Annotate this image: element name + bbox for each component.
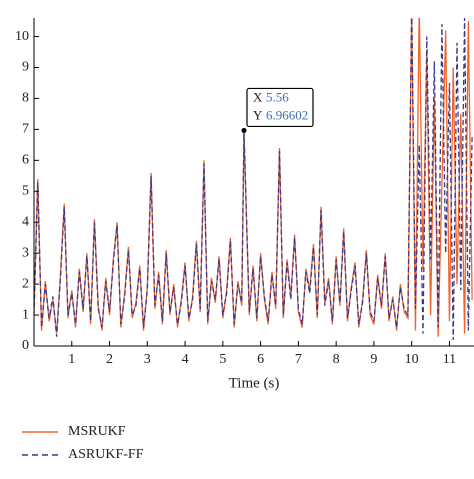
y-tick-label: 4 <box>22 214 29 229</box>
x-tick-label: 2 <box>106 352 113 367</box>
series-line <box>34 18 473 340</box>
series-line <box>34 18 473 337</box>
annotation-value: 5.56 <box>266 89 289 104</box>
y-tick-label: 9 <box>22 60 29 75</box>
x-tick-label: 8 <box>333 352 340 367</box>
annotation-value: 6.96602 <box>266 107 308 122</box>
x-axis-label: Time (s) <box>229 375 280 391</box>
x-tick-label: 6 <box>257 352 264 367</box>
x-tick-label: 10 <box>405 352 419 367</box>
annotation-point <box>241 127 247 133</box>
annotation-label: Y <box>253 107 263 122</box>
x-tick-label: 5 <box>219 352 226 367</box>
y-tick-label: 2 <box>22 276 29 291</box>
annotation-box <box>246 87 314 128</box>
y-tick-label: 8 <box>22 91 29 106</box>
annotation-label: X <box>253 89 263 104</box>
legend-label: ASRUKF-FF <box>68 447 144 462</box>
y-tick-label: 5 <box>22 184 29 199</box>
y-tick-label: 1 <box>22 307 29 322</box>
y-tick-label: 10 <box>15 29 29 44</box>
y-tick-label: 7 <box>22 122 29 137</box>
x-tick-label: 9 <box>370 352 377 367</box>
x-tick-label: 4 <box>182 352 189 367</box>
x-tick-label: 1 <box>68 352 75 367</box>
x-tick-label: 3 <box>144 352 151 367</box>
y-tick-label: 6 <box>22 153 29 168</box>
x-tick-label: 7 <box>295 352 302 367</box>
legend-label: MSRUKF <box>68 424 126 439</box>
y-tick-label: 0 <box>22 338 29 353</box>
plot-lines <box>34 18 473 340</box>
y-tick-label: 3 <box>22 245 29 260</box>
x-tick-label: 11 <box>443 352 456 367</box>
